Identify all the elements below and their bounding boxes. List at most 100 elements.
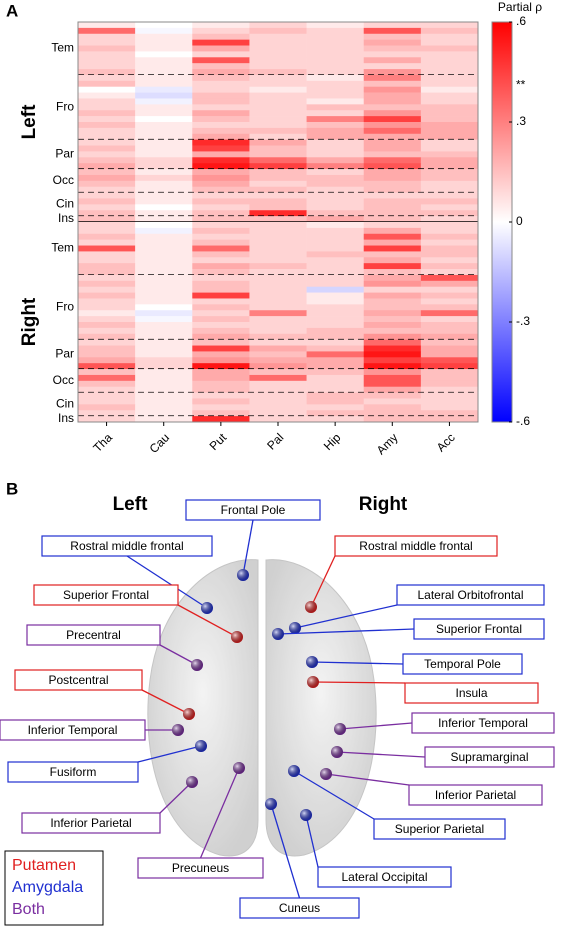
heatmap-cell <box>135 186 193 193</box>
heatmap-cell <box>306 145 365 152</box>
heatmap-cell <box>306 80 365 88</box>
heatmap-cell <box>78 180 136 188</box>
connector <box>159 644 198 666</box>
heatmap-cell <box>363 139 422 146</box>
heatmap-cell <box>363 274 422 282</box>
heatmap-cell <box>420 92 479 99</box>
heatmap-cell <box>363 204 422 211</box>
heatmap-cell <box>363 286 422 293</box>
heatmap-cell <box>306 416 365 423</box>
heatmap-cell <box>135 316 193 323</box>
heatmap-cell <box>192 86 250 93</box>
heatmap-cell <box>192 298 250 305</box>
heatmap-cell <box>249 127 307 135</box>
row-label: Ins <box>58 411 74 425</box>
heatmap-cell <box>78 63 136 70</box>
heatmap-cell <box>135 69 193 76</box>
heatmap-cell <box>420 304 479 311</box>
heatmap-cell <box>192 222 250 229</box>
heatmap-cell <box>78 110 136 117</box>
heatmap-cell <box>306 410 365 417</box>
heatmap-cell <box>249 404 307 411</box>
heatmap-cell <box>363 292 422 299</box>
heatmap-cell <box>306 269 365 276</box>
heatmap-cell <box>249 57 307 64</box>
heatmap-cell <box>192 174 250 182</box>
heatmap-cell <box>249 245 307 252</box>
heatmap-cell <box>192 263 250 270</box>
heatmap-cell <box>306 251 365 258</box>
heatmap-cell <box>135 310 193 317</box>
heatmap-cell <box>78 357 136 364</box>
heatmap-cell <box>192 127 250 135</box>
heatmap-cell <box>192 116 250 123</box>
colorbar-tick-label: -.6 <box>516 414 530 428</box>
heatmap-cell <box>306 263 365 270</box>
heatmap-cell <box>306 122 365 129</box>
heatmap-cell <box>363 310 422 317</box>
heatmap-cell <box>135 39 193 46</box>
heatmap-cell <box>306 286 365 293</box>
heatmap-cell <box>192 322 250 329</box>
heatmap-cell <box>420 163 479 170</box>
heatmap-cell <box>420 127 479 135</box>
heatmap-cell <box>306 386 365 393</box>
heatmap-cell <box>135 351 193 358</box>
heatmap-cell <box>420 227 479 235</box>
colorbar-tick-label: .3 <box>516 114 526 128</box>
heatmap-cell <box>192 398 250 405</box>
heatmap-cell <box>249 239 307 246</box>
region-label: Rostral middle frontal <box>70 539 183 553</box>
heatmap-cell <box>78 269 136 276</box>
hemisphere-label: Left <box>19 104 40 140</box>
heatmap-cell <box>192 404 250 411</box>
heatmap-cell <box>135 110 193 117</box>
heatmap-cell <box>306 398 365 405</box>
heatmap-cell <box>78 322 136 329</box>
heatmap-cell <box>363 57 422 64</box>
region-label: Rostral middle frontal <box>359 539 472 553</box>
heatmap-cell <box>420 110 479 117</box>
heatmap-cell <box>306 86 365 93</box>
heatmap-cell <box>306 322 365 329</box>
hemisphere-label: Right <box>19 297 40 346</box>
heatmap-cell <box>306 186 365 193</box>
heatmap-cell <box>249 104 307 111</box>
region-node-shade <box>201 602 213 614</box>
heatmap-cell <box>306 110 365 117</box>
heatmap-cell <box>306 316 365 323</box>
heatmap-cell <box>78 227 136 235</box>
x-tick-label: Hip <box>321 430 344 453</box>
heatmap-cell <box>135 233 193 240</box>
heatmap-cell <box>420 86 479 93</box>
heatmap-cell <box>135 57 193 64</box>
label-box <box>408 784 543 806</box>
label-box <box>14 669 143 691</box>
heatmap-cell <box>363 233 422 240</box>
heatmap-cell <box>249 410 307 417</box>
heatmap-cell <box>135 274 193 282</box>
heatmap-cell <box>420 369 479 376</box>
heatmap-cell <box>420 174 479 182</box>
heatmap-cell <box>363 239 422 246</box>
heatmap-cell <box>363 39 422 46</box>
heatmap-cell <box>363 69 422 76</box>
heatmap-cell <box>249 380 307 388</box>
heatmap-cell <box>306 380 365 388</box>
heatmap-cell <box>420 39 479 46</box>
heatmap-cell <box>306 327 365 335</box>
heatmap-cell <box>420 204 479 211</box>
heatmap-cell <box>420 363 479 370</box>
heatmap-cell <box>420 22 479 29</box>
heatmap-cell <box>249 186 307 193</box>
heatmap-cell <box>135 216 193 223</box>
heatmap-cell <box>78 257 136 264</box>
heatmap-cell <box>78 204 136 211</box>
heatmap-cell <box>135 33 193 40</box>
heatmap-cell <box>306 392 365 399</box>
region-label: Inferior Temporal <box>438 716 528 730</box>
heatmap-cell <box>249 227 307 235</box>
connector <box>242 519 254 576</box>
heatmap-cell <box>78 345 136 352</box>
heatmap-cell <box>78 198 136 205</box>
